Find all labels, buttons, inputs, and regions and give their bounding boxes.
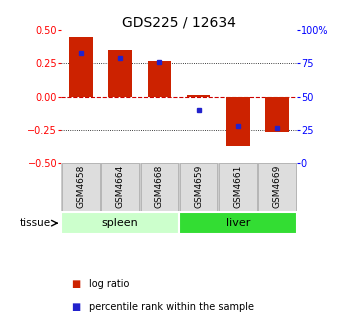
Bar [69,37,93,96]
Bar [101,163,139,211]
Bar [265,96,289,132]
Text: GSM4659: GSM4659 [194,164,203,208]
Text: percentile rank within the sample: percentile rank within the sample [89,302,254,312]
Text: log ratio: log ratio [89,279,129,289]
Bar [61,212,179,234]
Bar [180,163,218,211]
Text: GSM4661: GSM4661 [233,164,242,208]
Text: spleen: spleen [102,218,138,228]
Text: GSM4658: GSM4658 [76,164,86,208]
Text: ■: ■ [72,302,81,312]
Bar [62,163,100,211]
Bar [258,163,296,211]
Text: tissue: tissue [20,218,51,228]
Bar [148,61,171,96]
Text: ■: ■ [72,279,81,289]
Bar [108,50,132,96]
Text: liver: liver [226,218,250,228]
Bar [219,163,257,211]
Bar [226,96,250,145]
Bar [140,163,178,211]
Text: GSM4664: GSM4664 [116,164,125,208]
Bar [179,212,297,234]
Text: GSM4668: GSM4668 [155,164,164,208]
Text: GSM4669: GSM4669 [272,164,282,208]
Bar [187,95,210,96]
Title: GDS225 / 12634: GDS225 / 12634 [122,15,236,29]
